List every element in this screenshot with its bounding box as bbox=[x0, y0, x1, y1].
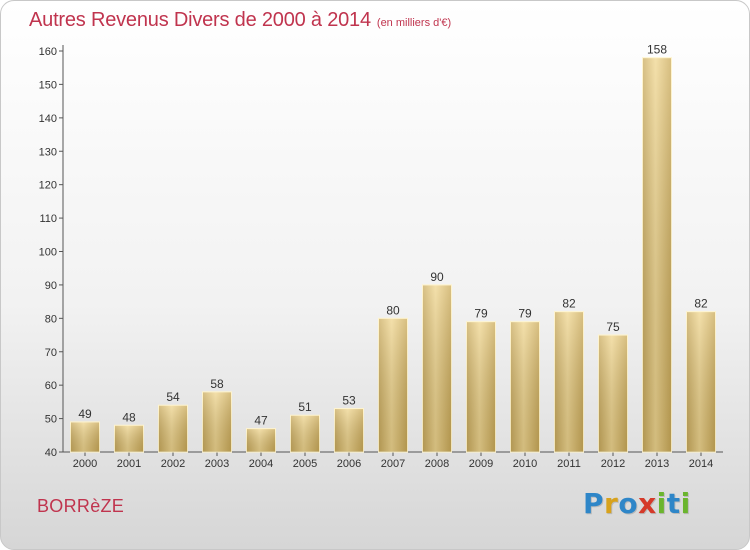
data-label: 58 bbox=[210, 377, 224, 391]
y-tick-label: 80 bbox=[45, 313, 57, 325]
logo-letter: t bbox=[666, 487, 681, 520]
x-tick-label: 2003 bbox=[205, 458, 229, 470]
data-label: 79 bbox=[474, 307, 488, 321]
bar-shade bbox=[246, 428, 276, 452]
bars bbox=[70, 57, 716, 453]
data-label: 75 bbox=[606, 320, 620, 334]
logo-letter: x bbox=[638, 487, 657, 520]
bar-shade bbox=[70, 421, 100, 452]
bar-shade bbox=[378, 318, 408, 452]
y-tick-label: 100 bbox=[39, 247, 57, 259]
data-labels: 49 48 54 58 47 51 53 80 90 79 79 82 75 158 82 bbox=[78, 43, 708, 428]
y-tick-label: 50 bbox=[45, 414, 57, 426]
x-tick-label: 2006 bbox=[337, 458, 361, 470]
bar-shade bbox=[466, 321, 496, 452]
x-tick-label: 2010 bbox=[513, 458, 537, 470]
y-tick-label: 70 bbox=[45, 347, 57, 359]
x-tick-label: 2008 bbox=[425, 458, 449, 470]
logo-letter: i bbox=[680, 487, 691, 520]
x-tick-label: 2001 bbox=[117, 458, 141, 470]
x-tick-label: 2012 bbox=[601, 458, 625, 470]
data-label: 48 bbox=[122, 410, 136, 424]
logo-letter: i bbox=[656, 487, 667, 520]
data-label: 90 bbox=[430, 270, 444, 284]
logo-letter: r bbox=[604, 487, 619, 520]
commune-name: BORRèZE bbox=[37, 496, 125, 516]
data-label: 51 bbox=[298, 400, 312, 414]
data-label: 82 bbox=[694, 297, 708, 311]
bar-shade bbox=[642, 57, 672, 452]
x-tick-label: 2013 bbox=[645, 458, 669, 470]
data-label: 80 bbox=[386, 303, 400, 317]
x-tick-label: 2005 bbox=[293, 458, 317, 470]
data-label: 158 bbox=[647, 43, 667, 57]
bar-shade bbox=[598, 335, 628, 452]
data-label: 47 bbox=[254, 414, 268, 428]
logo-letter: o bbox=[618, 487, 639, 520]
y-tick-label: 90 bbox=[45, 280, 57, 292]
x-tick-label: 2000 bbox=[73, 458, 97, 470]
x-tick-label: 2009 bbox=[469, 458, 493, 470]
bar-shade bbox=[290, 415, 320, 452]
bar-shade bbox=[202, 391, 232, 452]
y-tick-label: 40 bbox=[45, 447, 57, 459]
proxiti-logo: Proxiti bbox=[583, 487, 691, 520]
chart-title-block: Autres Revenus Divers de 2000 à 2014 (en … bbox=[29, 9, 451, 32]
bar-shade bbox=[554, 311, 584, 452]
y-tick-label: 60 bbox=[45, 380, 57, 392]
x-tick-label: 2002 bbox=[161, 458, 185, 470]
x-tick-label: 2007 bbox=[381, 458, 405, 470]
data-label: 54 bbox=[166, 390, 180, 404]
chart-unit-note: (en milliers d'€) bbox=[376, 17, 452, 29]
bar-shade bbox=[510, 321, 540, 452]
bar-shade bbox=[334, 408, 364, 452]
x-tick-label: 2011 bbox=[557, 458, 581, 470]
bar-shade bbox=[158, 405, 188, 452]
y-tick-label: 130 bbox=[39, 146, 57, 158]
bar-shade bbox=[114, 425, 144, 452]
y-tick-label: 150 bbox=[39, 79, 57, 91]
bar-shade bbox=[422, 284, 452, 452]
data-label: 53 bbox=[342, 394, 356, 408]
chart-title: Autres Revenus Divers de 2000 à 2014 bbox=[29, 9, 371, 31]
data-label: 49 bbox=[78, 407, 92, 421]
x-tick-label: 2004 bbox=[249, 458, 273, 470]
data-label: 82 bbox=[562, 297, 576, 311]
logo-letter: P bbox=[583, 487, 605, 520]
y-tick-label: 140 bbox=[39, 113, 57, 125]
bar-shade bbox=[686, 311, 716, 452]
x-tick-label: 2014 bbox=[689, 458, 713, 470]
y-tick-label: 120 bbox=[39, 180, 57, 192]
y-tick-label: 160 bbox=[39, 46, 57, 58]
data-label: 79 bbox=[518, 307, 532, 321]
y-tick-label: 110 bbox=[39, 213, 57, 225]
